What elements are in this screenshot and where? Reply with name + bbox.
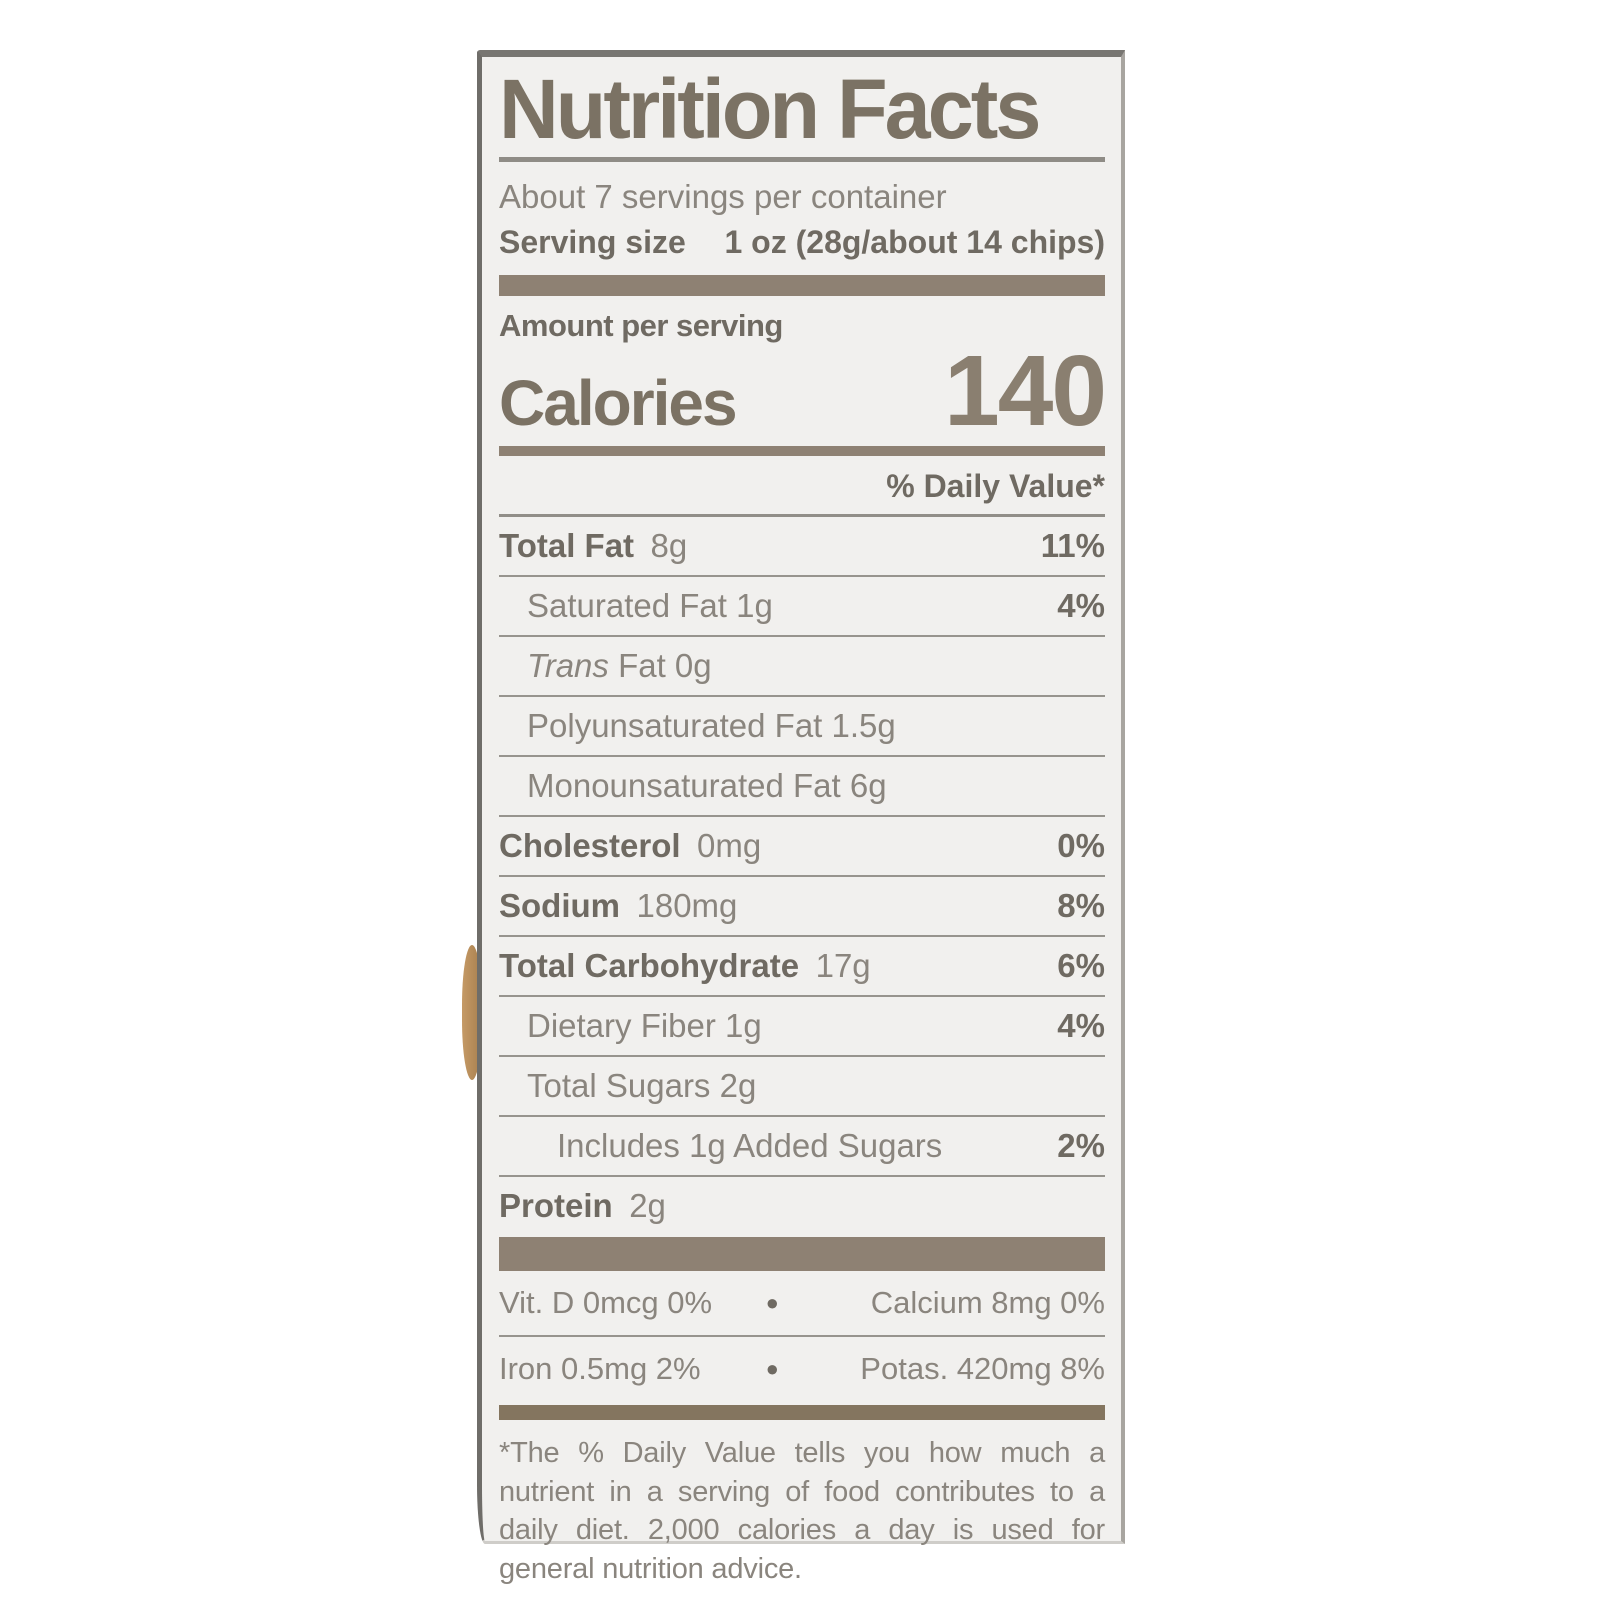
nutrient-name: Sodium 180mg xyxy=(499,887,738,925)
nutrient-row: Cholesterol 0mg 0% xyxy=(499,817,1105,878)
thick-divider-bar xyxy=(499,274,1105,296)
nutrient-daily-value: 8% xyxy=(1057,887,1105,925)
nutrient-daily-value: 2% xyxy=(1057,1127,1105,1165)
nutrient-daily-value: 4% xyxy=(1057,587,1105,625)
amount-per-serving-label: Amount per serving xyxy=(499,307,783,343)
thick-divider-bar xyxy=(499,1237,1105,1272)
micronutrient-left: Vit. D 0mcg 0% xyxy=(499,1285,713,1321)
micronutrient-table: Vit. D 0mcg 0% ● Calcium 8mg 0% Iron 0.5mg … xyxy=(499,1271,1105,1401)
micronutrient-right: Calcium 8mg 0% xyxy=(870,1285,1105,1321)
micronutrient-right: Potas. 420mg 8% xyxy=(860,1351,1105,1387)
nutrient-daily-value: 0% xyxy=(1057,827,1105,865)
nutrient-row: Total Fat 8g 11% xyxy=(499,517,1105,578)
micronutrient-row: Vit. D 0mcg 0% ● Calcium 8mg 0% xyxy=(499,1271,1105,1335)
serving-size-value: 1 oz (28g/about 14 chips) xyxy=(724,223,1105,260)
nutrient-row: Polyunsaturated Fat 1.5g xyxy=(499,697,1105,758)
nutrient-row: Dietary Fiber 1g 4% xyxy=(499,997,1105,1058)
daily-value-footnote: *The % Daily Value tells you how much a … xyxy=(499,1437,1105,1585)
nutrient-name: Total Carbohydrate 17g xyxy=(499,947,871,985)
nutrient-name: Includes 1g Added Sugars xyxy=(557,1127,943,1165)
nutrient-name: Trans Fat 0g xyxy=(527,647,712,685)
thick-divider-bar xyxy=(499,1405,1105,1421)
nutrient-daily-value: 4% xyxy=(1057,1007,1105,1045)
nutrient-row: Saturated Fat 1g 4% xyxy=(499,577,1105,638)
nutrient-row: Total Sugars 2g xyxy=(499,1057,1105,1118)
serving-size-row: Serving size 1 oz (28g/about 14 chips) xyxy=(499,224,1105,261)
micronutrient-left: Iron 0.5mg 2% xyxy=(499,1351,701,1387)
bullet-separator-icon: ● xyxy=(765,1290,779,1316)
serving-size-label: Serving size xyxy=(499,223,686,260)
calories-value: 140 xyxy=(944,334,1107,447)
nutrient-daily-value: 6% xyxy=(1057,947,1105,985)
daily-value-header: % Daily Value* xyxy=(499,456,1105,518)
nutrient-name: Protein 2g xyxy=(499,1187,666,1225)
nutrition-facts-label: Nutrition Facts About 7 servings per con… xyxy=(477,50,1125,1585)
nutrient-name: Cholesterol 0mg xyxy=(499,827,762,865)
nutrient-name: Total Sugars 2g xyxy=(527,1067,757,1105)
nutrient-row: Includes 1g Added Sugars 2% xyxy=(499,1117,1105,1178)
nutrient-table: Total Fat 8g 11% Saturated Fat 1g 4% Trans F… xyxy=(499,517,1105,1235)
nutrient-row: Sodium 180mg 8% xyxy=(499,877,1105,938)
nutrient-daily-value: 11% xyxy=(1040,527,1105,565)
label-title: Nutrition Facts xyxy=(499,62,1041,156)
nutrient-name: Total Fat 8g xyxy=(499,527,688,565)
nutrient-name: Dietary Fiber 1g xyxy=(527,1007,762,1045)
calories-label: Calories xyxy=(499,366,738,439)
calories-row: Calories 140 xyxy=(499,334,1107,447)
nutrient-name: Polyunsaturated Fat 1.5g xyxy=(527,707,896,745)
servings-per-container: About 7 servings per container xyxy=(499,177,947,215)
nutrient-name: Saturated Fat 1g xyxy=(527,587,773,625)
nutrient-name: Monounsaturated Fat 6g xyxy=(527,767,887,805)
medium-divider-bar xyxy=(499,446,1105,457)
nutrient-row: Protein 2g xyxy=(499,1177,1105,1235)
title-divider xyxy=(499,156,1105,162)
micronutrient-row: Iron 0.5mg 2% ● Potas. 420mg 8% xyxy=(499,1335,1105,1401)
nutrient-row: Monounsaturated Fat 6g xyxy=(499,757,1105,818)
nutrient-row: Trans Fat 0g xyxy=(499,637,1105,698)
nutrient-row: Total Carbohydrate 17g 6% xyxy=(499,937,1105,998)
bullet-separator-icon: ● xyxy=(765,1356,779,1382)
